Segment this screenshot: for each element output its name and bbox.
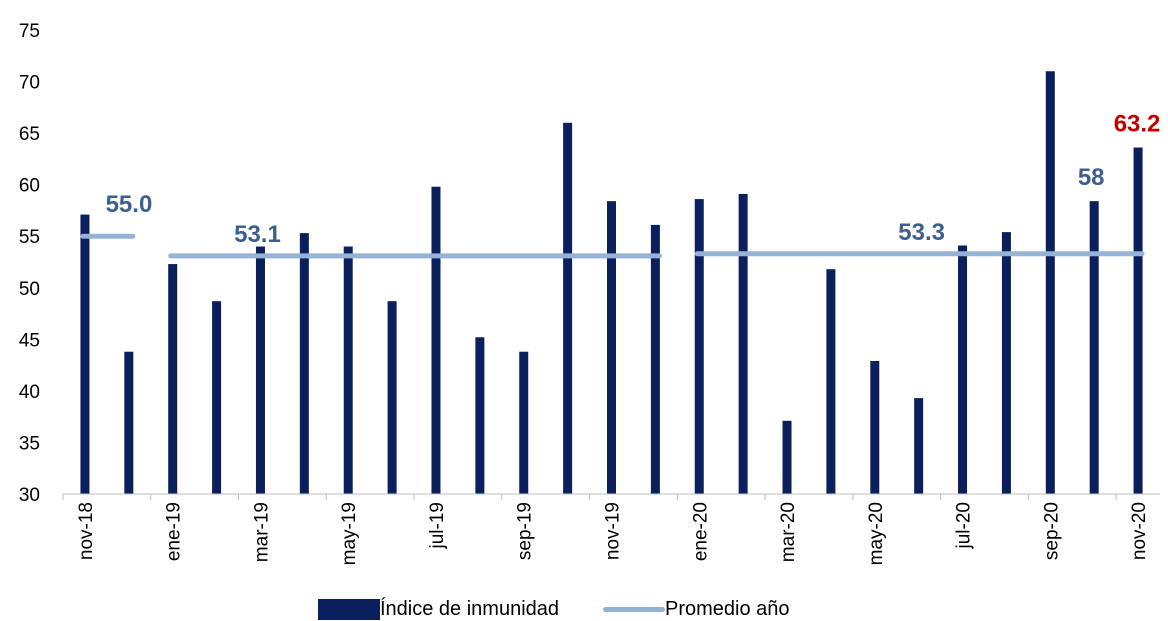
y-tick-label: 60 bbox=[19, 176, 40, 197]
y-tick-label: 30 bbox=[19, 485, 40, 506]
y-tick-label: 35 bbox=[19, 433, 40, 454]
data-label: 63.2 bbox=[1114, 111, 1161, 138]
x-tick-label: sep-19 bbox=[515, 502, 536, 560]
bar bbox=[343, 246, 353, 494]
y-tick-label: 65 bbox=[19, 124, 40, 145]
bar bbox=[168, 264, 178, 494]
y-tick-label: 55 bbox=[19, 227, 40, 248]
bar bbox=[694, 199, 704, 494]
bar bbox=[1001, 232, 1011, 494]
x-tick-label: may-20 bbox=[866, 502, 887, 565]
x-tick-label: jul-20 bbox=[954, 502, 975, 549]
legend-item-line: Promedio año bbox=[603, 598, 790, 621]
x-tick-label: may-19 bbox=[339, 502, 360, 565]
bar bbox=[387, 301, 397, 494]
bar bbox=[563, 122, 573, 495]
x-tick-label: jul-19 bbox=[427, 502, 448, 549]
legend-swatch-bar bbox=[318, 598, 380, 620]
data-label: 53.3 bbox=[898, 219, 945, 246]
bar bbox=[255, 246, 265, 494]
y-tick-label: 70 bbox=[19, 73, 40, 94]
x-tick-label: ene-19 bbox=[164, 502, 185, 561]
x-tick-label: mar-20 bbox=[778, 502, 799, 562]
bar bbox=[607, 201, 616, 495]
bar bbox=[80, 214, 90, 494]
y-tick-label: 75 bbox=[19, 21, 40, 42]
legend-item-bars: Índice de inmunidad bbox=[318, 598, 559, 621]
y-tick-label: 45 bbox=[19, 330, 40, 351]
bar bbox=[958, 245, 968, 494]
bar bbox=[1089, 201, 1099, 495]
legend-label-line: Promedio año bbox=[665, 597, 790, 620]
bar bbox=[1045, 71, 1055, 494]
bar bbox=[519, 351, 529, 494]
y-tick-label: 50 bbox=[19, 279, 40, 300]
x-tick-label: mar-19 bbox=[251, 502, 272, 562]
bar bbox=[782, 420, 792, 494]
x-tick-label: nov-18 bbox=[76, 502, 97, 560]
bar bbox=[475, 337, 485, 494]
y-tick-label: 40 bbox=[19, 382, 40, 403]
bar bbox=[650, 224, 660, 494]
legend-label-bars: Índice de inmunidad bbox=[380, 597, 560, 620]
bar bbox=[738, 193, 748, 495]
data-label: 55.0 bbox=[106, 191, 153, 218]
bar bbox=[299, 233, 309, 494]
bar bbox=[431, 186, 441, 494]
legend: Índice de inmunidad Promedio año bbox=[318, 597, 834, 621]
bar bbox=[826, 269, 836, 494]
bar bbox=[870, 360, 880, 494]
data-label: 53.1 bbox=[234, 221, 281, 248]
bar bbox=[124, 351, 134, 494]
bar bbox=[212, 301, 222, 494]
bar bbox=[914, 398, 924, 494]
x-tick-label: nov-20 bbox=[1129, 502, 1150, 560]
bar bbox=[1133, 147, 1143, 494]
x-tick-label: ene-20 bbox=[690, 502, 711, 561]
legend-swatch-line bbox=[603, 606, 666, 612]
data-label: 58 bbox=[1078, 164, 1105, 191]
x-tick-label: nov-19 bbox=[603, 502, 624, 560]
x-tick-label: sep-20 bbox=[1041, 502, 1062, 560]
